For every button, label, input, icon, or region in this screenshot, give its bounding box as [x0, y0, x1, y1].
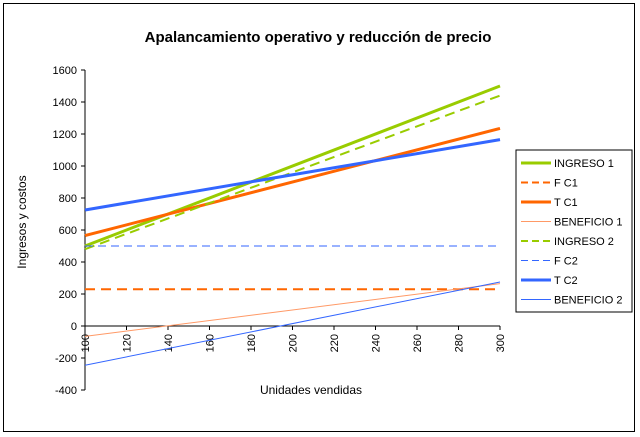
legend-label: T C2: [554, 275, 578, 287]
y-tick-label: -200: [55, 353, 77, 365]
legend-label: INGRESO 2: [554, 236, 614, 248]
y-tick-label: -400: [55, 385, 77, 397]
y-tick-label: 400: [59, 257, 77, 269]
x-tick-label: 240: [371, 334, 383, 352]
legend: INGRESO 1 F C1 T C1 BENEFICIO 1 INGRESO 2 F C…: [515, 149, 633, 313]
y-axis-label: Ingresos y costos: [15, 175, 29, 268]
y-tick-label: 200: [59, 289, 77, 301]
legend-label: BENEFICIO 2: [554, 295, 622, 307]
x-tick-label: 100: [80, 334, 92, 352]
x-tick-label: 220: [329, 334, 341, 352]
chart-title: Apalancamiento operativo y reducción de …: [145, 29, 492, 46]
series-layer: [84, 84, 501, 366]
y-tick-label: 1200: [53, 129, 77, 141]
x-tick-label: 120: [122, 334, 134, 352]
y-tick-label: 0: [71, 321, 77, 333]
y-tick-label: 800: [59, 193, 77, 205]
series-line-tc2: [84, 138, 501, 212]
x-tick-label: 260: [412, 334, 424, 352]
series-line-tc1: [84, 126, 501, 238]
y-tick-label: 600: [59, 225, 77, 237]
x-tick-label: 180: [246, 334, 258, 352]
legend-box: [515, 149, 633, 313]
x-tick-label: 200: [288, 334, 300, 352]
legend-label: F C2: [554, 256, 578, 268]
x-axis-label: Unidades vendidas: [260, 383, 362, 397]
series-line-ingreso-1: [84, 84, 501, 248]
y-tick-label: 1600: [53, 65, 77, 77]
x-tick-label: 280: [454, 334, 466, 352]
axes: -400 -200 0 200 400 600 800 1000 1200 1400 1600 100…: [53, 65, 507, 397]
series-line-beneficio-1: [84, 283, 501, 337]
series-line-beneficio-2: [84, 281, 501, 366]
legend-label: INGRESO 1: [554, 158, 614, 170]
series-line-ingreso-2: [84, 94, 501, 251]
legend-label: T C1: [554, 197, 578, 209]
y-tick-label: 1000: [53, 161, 77, 173]
legend-label: F C1: [554, 178, 578, 190]
legend-label: BENEFICIO 1: [554, 217, 622, 229]
x-tick-label: 160: [205, 334, 217, 352]
y-tick-label: 1400: [53, 97, 77, 109]
x-tick-label: 300: [495, 334, 507, 352]
